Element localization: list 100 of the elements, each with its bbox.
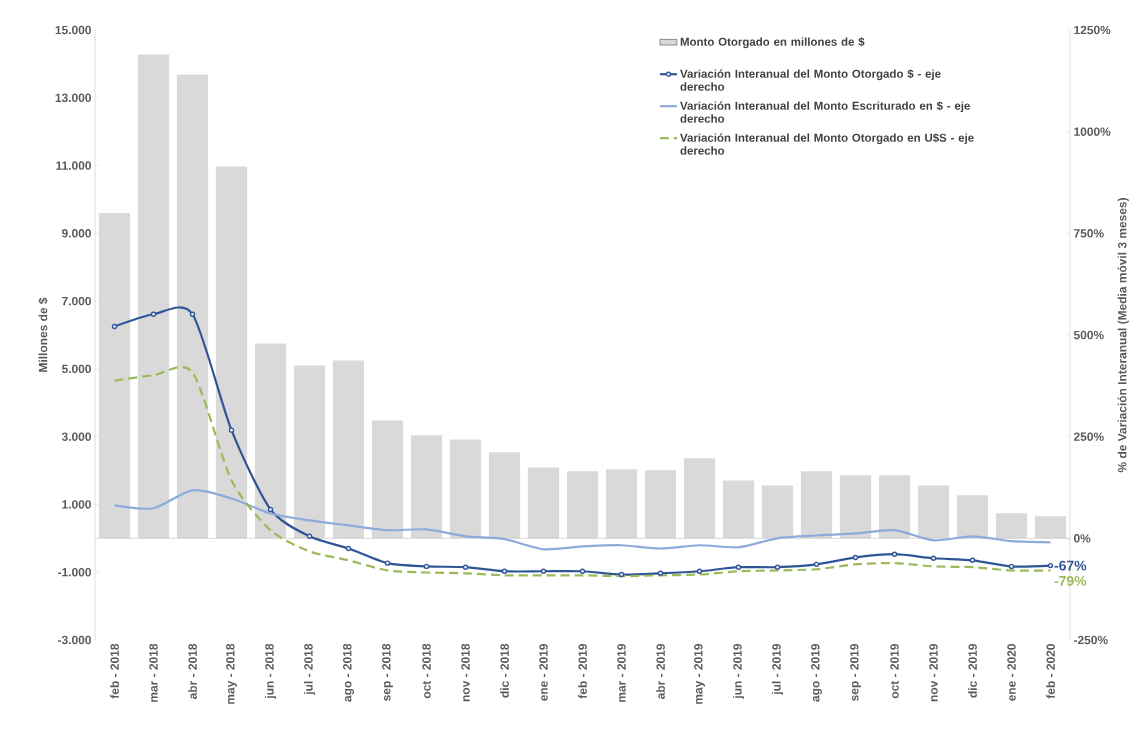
bar (254, 343, 287, 539)
point (618, 571, 625, 578)
point (111, 323, 118, 330)
bar (761, 485, 794, 539)
y-tick-label: 3.000 (61, 432, 91, 441)
y-tick-label: 11.000 (56, 161, 91, 170)
x-tick-label: sep - 2019 (850, 643, 861, 701)
point (696, 568, 703, 574)
x-tick-label: mar - 2018 (149, 643, 158, 702)
y2-tick-label: 1000% (1074, 127, 1111, 136)
bar (98, 212, 131, 539)
bar (527, 467, 560, 539)
point (228, 427, 235, 433)
y-axis-title: Millones de $ (38, 297, 49, 372)
point (306, 533, 313, 539)
y-tick-label: 1.000 (62, 500, 91, 509)
bar (332, 360, 365, 539)
point (813, 561, 820, 568)
point (1008, 563, 1015, 570)
y2-tick-label: 750% (1074, 229, 1104, 238)
y2-tick-label: 250% (1073, 432, 1104, 441)
x-tick-label: oct - 2019 (890, 643, 899, 699)
x-tick-label: ago - 2019 (811, 643, 822, 702)
point (345, 545, 352, 552)
bar (293, 365, 326, 539)
point (540, 568, 547, 574)
y2-tick-label: 1250% (1074, 25, 1111, 35)
x-tick-label: ene - 2019 (539, 643, 548, 701)
bar (566, 471, 599, 539)
point (150, 311, 157, 317)
y-tick-label: 7.000 (62, 296, 91, 306)
x-tick-label: dic - 2019 (968, 643, 977, 698)
x-tick-label: may - 2019 (694, 643, 705, 704)
x-tick-label: jul - 2018 (303, 643, 316, 695)
point (969, 557, 976, 563)
bar (878, 475, 911, 539)
y2-tick-label: -250% (1074, 635, 1108, 645)
y2-axis-title: % de Variación Interanual (Media móvil 3 meses) (1117, 198, 1129, 473)
bar (371, 420, 404, 539)
legend-label: Variación Interanual del Monto Otorgado $ - eje derecho (680, 69, 941, 91)
x-tick-label: feb - 2019 (578, 643, 587, 699)
bar (488, 452, 521, 539)
x-tick-label: feb - 2020 (1046, 644, 1055, 699)
point (891, 551, 898, 557)
point (930, 555, 937, 561)
point (462, 564, 469, 570)
point (1047, 562, 1054, 569)
x-tick-label: may - 2018 (226, 643, 237, 704)
x-tick-label: jun - 2018 (264, 643, 277, 699)
bar (917, 485, 950, 539)
bar (683, 458, 716, 539)
point (735, 564, 742, 570)
x-tick-label: dic - 2018 (500, 643, 509, 698)
bar (215, 166, 248, 539)
x-tick-label: abr - 2019 (656, 643, 665, 699)
bar (449, 439, 482, 539)
x-tick-label: nov - 2019 (929, 643, 938, 702)
y2-tick-label: 0% (1074, 534, 1091, 543)
x-tick-label: abr - 2018 (188, 643, 197, 699)
bar (410, 435, 443, 539)
point (579, 568, 586, 574)
legend-label: Variación Interanual del Monto Otorgado en U$S - eje derecho (680, 133, 974, 155)
x-tick-label: jun - 2019 (732, 643, 745, 699)
x-tick-label: oct - 2018 (422, 643, 431, 699)
bar (176, 74, 209, 539)
legend-label: Monto Otorgado en millones de $ (680, 37, 865, 49)
y-tick-label: -1.000 (58, 567, 91, 577)
bar (644, 470, 677, 539)
point (657, 570, 664, 576)
data-label: -67% (1054, 560, 1087, 571)
x-tick-label: nov - 2018 (461, 643, 470, 702)
y-tick-label: -3.000 (58, 635, 91, 645)
bar (995, 513, 1028, 539)
x-tick-label: mar - 2019 (617, 643, 626, 702)
y-tick-label: 15.000 (55, 25, 91, 35)
point (189, 311, 196, 317)
x-tick-label: sep - 2018 (382, 643, 393, 701)
point (384, 560, 391, 566)
y-tick-label: 13.000 (55, 93, 91, 103)
point (852, 554, 859, 561)
bar (800, 471, 833, 539)
bar (1034, 516, 1067, 539)
bar (137, 54, 170, 539)
point (774, 564, 781, 570)
line-series (113, 489, 1052, 551)
x-tick-label: feb - 2018 (110, 643, 119, 699)
y2-tick-label: 500% (1073, 330, 1104, 340)
bar (722, 480, 755, 539)
y-tick-label: 9.000 (61, 229, 91, 238)
data-label: -79% (1054, 575, 1087, 586)
bar (956, 495, 989, 539)
x-tick-label: ago - 2018 (343, 643, 354, 702)
point (423, 563, 430, 570)
bar (839, 475, 872, 539)
y-tick-label: 5.000 (61, 364, 91, 374)
x-tick-label: ene - 2020 (1007, 644, 1016, 701)
x-tick-label: jul - 2019 (771, 643, 784, 695)
point (501, 568, 508, 574)
point (267, 506, 274, 513)
legend-label: Variación Interanual del Monto Escriturado en $ - eje derecho (680, 101, 970, 123)
